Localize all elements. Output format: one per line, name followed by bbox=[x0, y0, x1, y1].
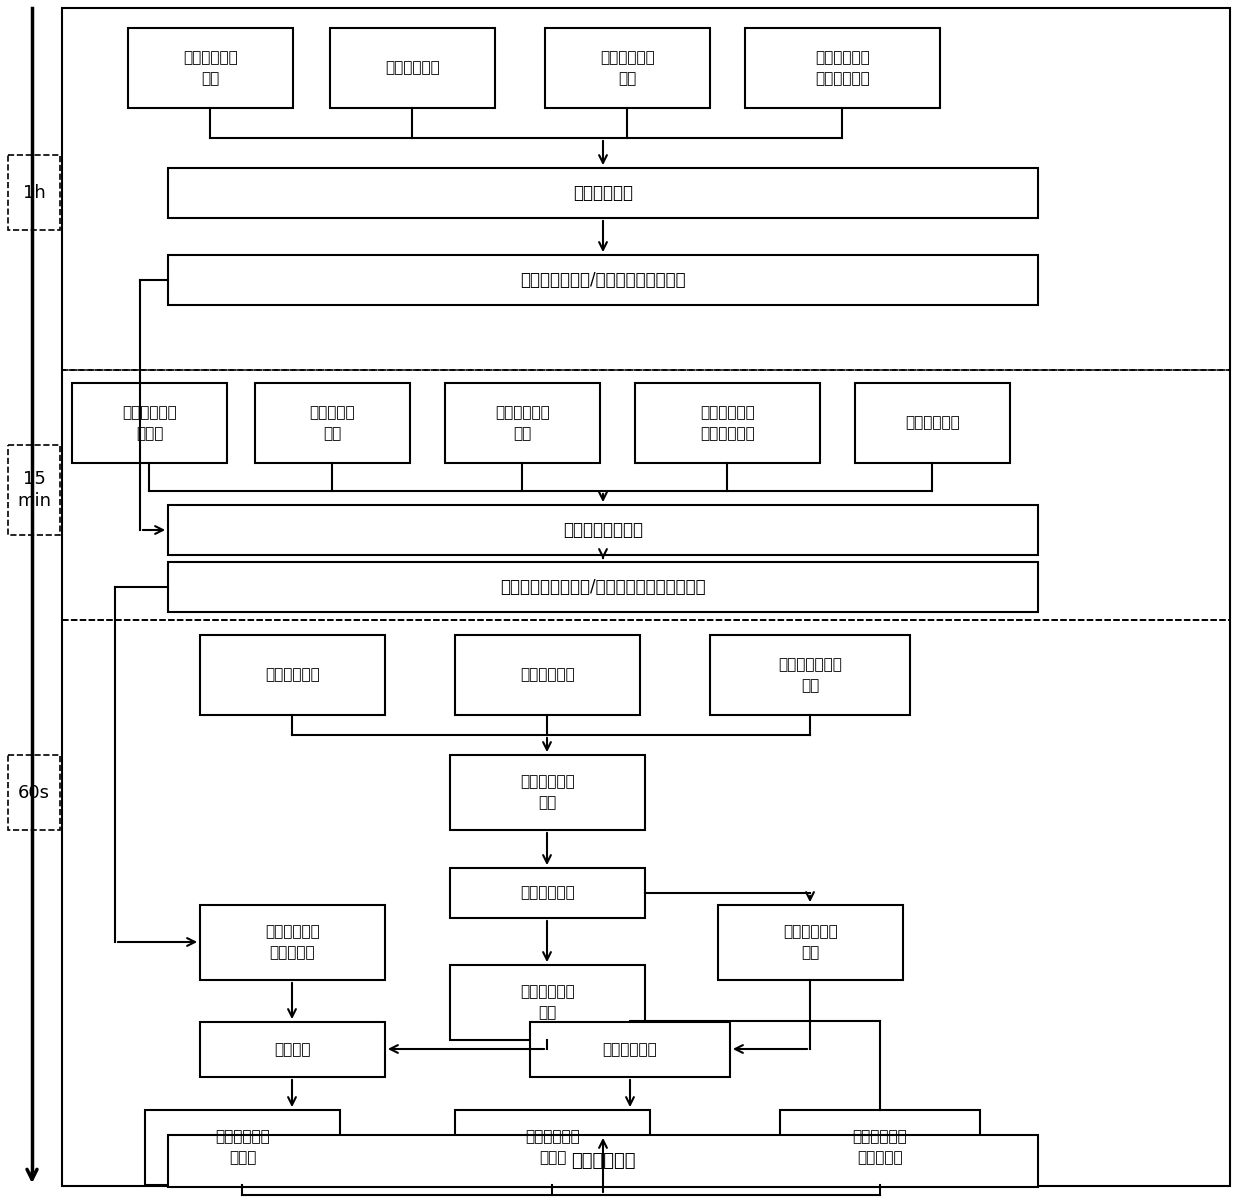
Bar bbox=[167, 505, 1038, 555]
Text: 1h: 1h bbox=[22, 184, 46, 201]
Bar bbox=[255, 383, 410, 463]
Text: 日前优化目标
日前约束条件: 日前优化目标 日前约束条件 bbox=[815, 51, 870, 85]
Bar bbox=[546, 28, 711, 108]
Bar bbox=[128, 28, 293, 108]
Bar bbox=[62, 371, 1230, 620]
Bar bbox=[455, 635, 640, 715]
Bar bbox=[72, 383, 227, 463]
Bar bbox=[330, 28, 495, 108]
Bar bbox=[200, 635, 384, 715]
Bar bbox=[62, 620, 1230, 1186]
Text: 负荷实时数据: 负荷实时数据 bbox=[520, 668, 575, 682]
Text: 日内优化目标
日内约束条件: 日内优化目标 日内约束条件 bbox=[701, 405, 755, 442]
Text: 超短期光伏功
率预测: 超短期光伏功 率预测 bbox=[122, 405, 177, 442]
Text: 一阶低通滤波: 一阶低通滤波 bbox=[520, 885, 575, 901]
Text: 等效负荷期望
输出: 等效负荷期望 输出 bbox=[520, 984, 575, 1020]
Text: 日内滚动修正计划: 日内滚动修正计划 bbox=[563, 521, 644, 539]
Text: 电力市场价格
信息: 电力市场价格 信息 bbox=[495, 405, 549, 442]
Bar bbox=[445, 383, 600, 463]
Bar bbox=[7, 155, 60, 230]
Text: 滤波后的波动
功率: 滤波后的波动 功率 bbox=[784, 924, 838, 960]
Text: 滑动平均滤波: 滑动平均滤波 bbox=[603, 1042, 657, 1057]
Bar bbox=[7, 445, 60, 535]
Bar bbox=[635, 383, 820, 463]
Text: 联络线功率实时
数据: 联络线功率实时 数据 bbox=[777, 657, 842, 693]
Bar bbox=[145, 1110, 340, 1185]
Bar bbox=[450, 869, 645, 918]
Text: 实时优化调度: 实时优化调度 bbox=[570, 1152, 635, 1171]
Bar bbox=[167, 255, 1038, 306]
Bar bbox=[200, 1023, 384, 1077]
Bar bbox=[780, 1110, 980, 1185]
Bar bbox=[718, 905, 903, 980]
Text: 蓄电池一次调
整功率: 蓄电池一次调 整功率 bbox=[215, 1130, 270, 1166]
Text: 等效负荷实时
数据: 等效负荷实时 数据 bbox=[520, 775, 575, 811]
Text: 修正后的蓄电
池运行计划: 修正后的蓄电 池运行计划 bbox=[265, 924, 320, 960]
Text: 日前调度计划: 日前调度计划 bbox=[573, 184, 632, 202]
Bar bbox=[711, 635, 910, 715]
Bar bbox=[167, 562, 1038, 612]
Bar bbox=[529, 1023, 730, 1077]
Bar bbox=[455, 1110, 650, 1185]
Bar bbox=[7, 755, 60, 830]
Bar bbox=[745, 28, 940, 108]
Text: 超级电容承担
的波动功率: 超级电容承担 的波动功率 bbox=[853, 1130, 908, 1166]
Text: 蓄电池出力指令/联络线传输功率指令: 蓄电池出力指令/联络线传输功率指令 bbox=[521, 271, 686, 289]
Text: 超短期负荷
预测: 超短期负荷 预测 bbox=[310, 405, 356, 442]
Text: 15
min: 15 min bbox=[17, 470, 51, 510]
Text: 蓄电池二次调
整功率: 蓄电池二次调 整功率 bbox=[525, 1130, 580, 1166]
Text: 实际系统状态: 实际系统状态 bbox=[905, 415, 960, 431]
Text: 电力市场价格
信息: 电力市场价格 信息 bbox=[600, 51, 655, 85]
Bar bbox=[167, 168, 1038, 218]
Text: 蓄电池出力修正指令/联络线功率波动修正指令: 蓄电池出力修正指令/联络线功率波动修正指令 bbox=[500, 577, 706, 595]
Bar bbox=[167, 1134, 1038, 1187]
Bar bbox=[450, 755, 645, 830]
Text: 60s: 60s bbox=[19, 783, 50, 801]
Text: 光伏实时数据: 光伏实时数据 bbox=[265, 668, 320, 682]
Text: 短期光伏功率
预测: 短期光伏功率 预测 bbox=[184, 51, 238, 85]
Bar bbox=[856, 383, 1011, 463]
Bar bbox=[200, 905, 384, 980]
Bar bbox=[450, 965, 645, 1041]
Bar bbox=[62, 8, 1230, 371]
Text: 短期负荷预测: 短期负荷预测 bbox=[386, 60, 440, 76]
Text: 对比做差: 对比做差 bbox=[274, 1042, 311, 1057]
